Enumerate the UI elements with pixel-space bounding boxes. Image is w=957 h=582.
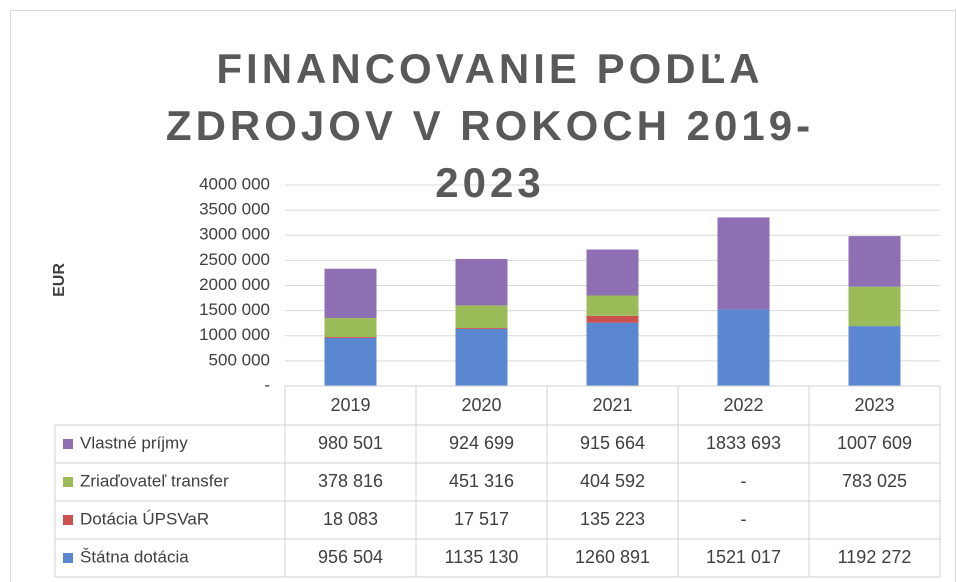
bar-segment <box>324 337 377 386</box>
bar-segment <box>324 337 377 338</box>
bar-segment <box>455 305 508 329</box>
bar-segment <box>455 328 508 329</box>
legend-label: Vlastné príjmy <box>80 433 188 452</box>
legend-key <box>63 553 73 563</box>
value-label: 1521 017 <box>706 547 781 567</box>
y-tick-label: 500 000 <box>209 350 270 369</box>
y-tick-label: 2000 000 <box>199 275 270 294</box>
bar-segment <box>586 322 639 386</box>
value-label: 1833 693 <box>706 433 781 453</box>
y-tick-label: - <box>264 375 270 394</box>
value-label: 915 664 <box>580 433 645 453</box>
value-label: 1260 891 <box>575 547 650 567</box>
value-label: 980 501 <box>318 433 383 453</box>
legend-key <box>63 477 73 487</box>
value-label: 783 025 <box>842 471 907 491</box>
x-tick-label: 2021 <box>592 395 632 415</box>
value-label: 378 816 <box>318 471 383 491</box>
value-label: 1007 609 <box>837 433 912 453</box>
value-label: - <box>741 471 747 491</box>
y-tick-label: 3500 000 <box>199 200 270 219</box>
bar-segment <box>455 258 508 306</box>
value-label: - <box>741 509 747 529</box>
y-axis-label: EUR <box>51 263 68 297</box>
legend-key <box>63 439 73 449</box>
value-label: 18 083 <box>323 509 378 529</box>
value-label: 924 699 <box>449 433 514 453</box>
y-tick-label: 3000 000 <box>199 225 270 244</box>
bar-segment <box>586 315 639 323</box>
chart-border <box>10 10 956 582</box>
bar-segment <box>586 249 639 296</box>
value-label: 17 517 <box>454 509 509 529</box>
bar-segment <box>848 326 901 386</box>
legend-key <box>63 515 73 525</box>
y-tick-label: 4000 000 <box>199 174 270 193</box>
value-label: 956 504 <box>318 547 383 567</box>
bar-segment <box>848 286 901 327</box>
bar-segment <box>717 217 770 310</box>
y-tick-label: 1500 000 <box>199 300 270 319</box>
value-label: 451 316 <box>449 471 514 491</box>
bar-segment <box>717 309 770 386</box>
bar-segment <box>324 268 377 318</box>
legend-label: Zriaďovateľ transfer <box>80 471 229 490</box>
chart-title: FINANCOVANIE PODĽA ZDROJOV V ROKOCH 2019… <box>165 45 815 206</box>
y-tick-label: 1000 000 <box>199 325 270 344</box>
bar-segment <box>324 317 377 338</box>
bar-segment <box>848 236 901 287</box>
bar-segment <box>455 328 508 386</box>
value-label: 135 223 <box>580 509 645 529</box>
value-label: 404 592 <box>580 471 645 491</box>
value-label: 1135 130 <box>445 547 519 567</box>
x-tick-label: 2020 <box>461 395 501 415</box>
bar-segment <box>586 295 639 316</box>
x-tick-label: 2019 <box>330 395 370 415</box>
value-label: 1192 272 <box>838 547 912 567</box>
legend-label: Dotácia ÚPSVaR <box>80 509 209 528</box>
legend-label: Štátna dotácia <box>80 547 189 566</box>
x-tick-label: 2022 <box>723 395 763 415</box>
x-tick-label: 2023 <box>854 395 894 415</box>
y-tick-label: 2500 000 <box>199 250 270 269</box>
